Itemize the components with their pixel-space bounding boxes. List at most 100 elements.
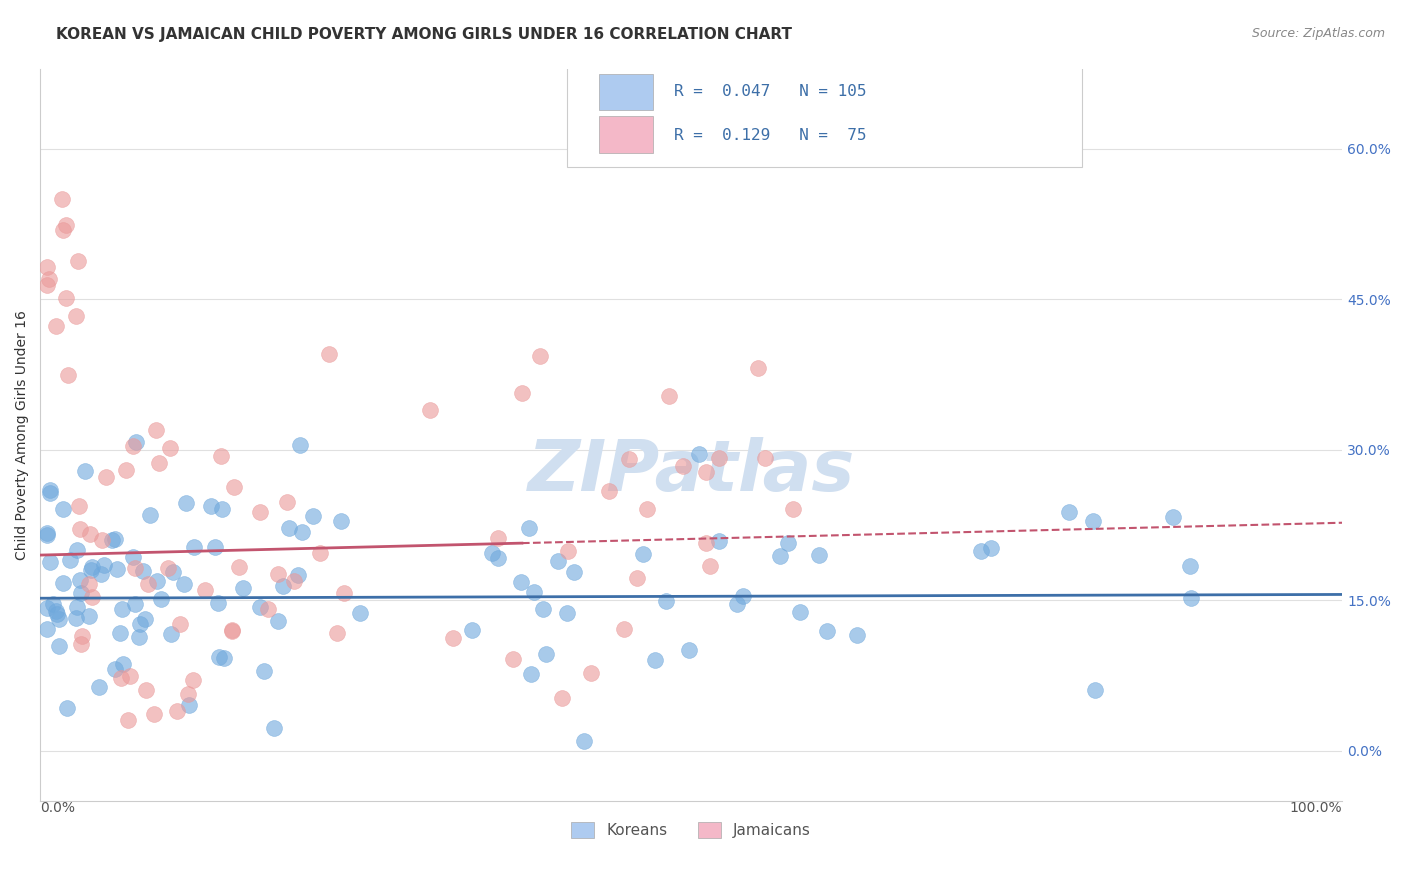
Point xyxy=(221,623,243,637)
Point xyxy=(35,278,58,293)
Point xyxy=(159,627,181,641)
Point xyxy=(709,451,731,466)
Point xyxy=(291,525,314,540)
Point xyxy=(38,272,60,286)
Point xyxy=(177,686,200,700)
Point xyxy=(846,628,869,642)
Point xyxy=(754,450,776,465)
Point xyxy=(287,567,309,582)
Point xyxy=(733,589,755,603)
Point xyxy=(329,514,352,528)
Point xyxy=(67,253,90,268)
Point xyxy=(204,540,226,554)
Text: R =  0.047   N = 105: R = 0.047 N = 105 xyxy=(675,85,866,99)
Point xyxy=(128,630,150,644)
Point xyxy=(486,531,509,545)
Point xyxy=(970,543,993,558)
Point xyxy=(207,596,229,610)
Point xyxy=(636,501,658,516)
Point xyxy=(124,561,146,575)
Point xyxy=(183,673,205,688)
Point xyxy=(45,318,67,333)
Point xyxy=(333,586,356,600)
Point xyxy=(69,573,91,587)
Point xyxy=(529,349,551,363)
Point xyxy=(38,555,60,569)
Point xyxy=(39,483,62,498)
Point xyxy=(77,609,100,624)
Point xyxy=(256,601,278,615)
Point xyxy=(290,438,312,452)
Point xyxy=(695,536,717,550)
Point xyxy=(146,574,169,589)
Point xyxy=(613,622,636,636)
Point xyxy=(118,669,141,683)
Point xyxy=(655,594,678,608)
Point xyxy=(149,591,172,606)
Point xyxy=(173,577,195,591)
Point xyxy=(579,666,602,681)
Point xyxy=(278,521,301,535)
Point xyxy=(619,452,641,467)
Point xyxy=(70,637,93,651)
Point xyxy=(177,698,200,712)
Point xyxy=(93,558,115,572)
Point xyxy=(557,544,579,558)
Point xyxy=(1084,683,1107,698)
Point xyxy=(117,713,139,727)
Point xyxy=(157,560,180,574)
Point xyxy=(520,667,543,681)
Text: Source: ZipAtlas.com: Source: ZipAtlas.com xyxy=(1251,27,1385,40)
Point xyxy=(122,549,145,564)
Point xyxy=(776,536,799,550)
Text: R =  0.129   N =  75: R = 0.129 N = 75 xyxy=(675,128,866,144)
Point xyxy=(110,671,132,685)
Point xyxy=(48,639,70,653)
Point xyxy=(699,559,721,574)
Point xyxy=(142,707,165,722)
Text: ZIPatlas: ZIPatlas xyxy=(527,437,855,506)
Point xyxy=(980,541,1002,555)
Point xyxy=(658,388,681,402)
Point xyxy=(104,663,127,677)
Point xyxy=(169,616,191,631)
Point xyxy=(66,542,89,557)
Point xyxy=(523,585,546,599)
Point xyxy=(267,567,290,582)
Point xyxy=(67,499,90,513)
Point xyxy=(318,347,340,361)
Point xyxy=(65,611,87,625)
Point xyxy=(52,223,75,237)
Point xyxy=(208,650,231,665)
Point xyxy=(52,576,75,591)
Point xyxy=(35,260,58,274)
Point xyxy=(211,501,233,516)
Point xyxy=(41,597,63,611)
Point xyxy=(90,566,112,581)
Point xyxy=(419,402,441,417)
Point xyxy=(194,582,217,597)
Point xyxy=(486,551,509,566)
Point xyxy=(598,484,620,499)
Point xyxy=(70,586,93,600)
Point xyxy=(200,500,222,514)
Point xyxy=(531,602,554,616)
Point xyxy=(176,496,198,510)
Text: KOREAN VS JAMAICAN CHILD POVERTY AMONG GIRLS UNDER 16 CORRELATION CHART: KOREAN VS JAMAICAN CHILD POVERTY AMONG G… xyxy=(56,27,792,42)
Point xyxy=(59,553,82,567)
Point xyxy=(80,560,103,574)
Point xyxy=(111,657,134,671)
Point xyxy=(55,700,77,714)
Point xyxy=(1059,505,1081,519)
Text: 100.0%: 100.0% xyxy=(1289,801,1343,815)
Point xyxy=(125,434,148,449)
Point xyxy=(55,291,77,305)
Point xyxy=(302,509,325,524)
Point xyxy=(108,625,131,640)
Point xyxy=(536,647,558,661)
Point xyxy=(626,571,648,585)
Point xyxy=(94,470,117,484)
Point xyxy=(221,624,243,638)
Point xyxy=(101,533,124,548)
Point xyxy=(82,590,104,604)
